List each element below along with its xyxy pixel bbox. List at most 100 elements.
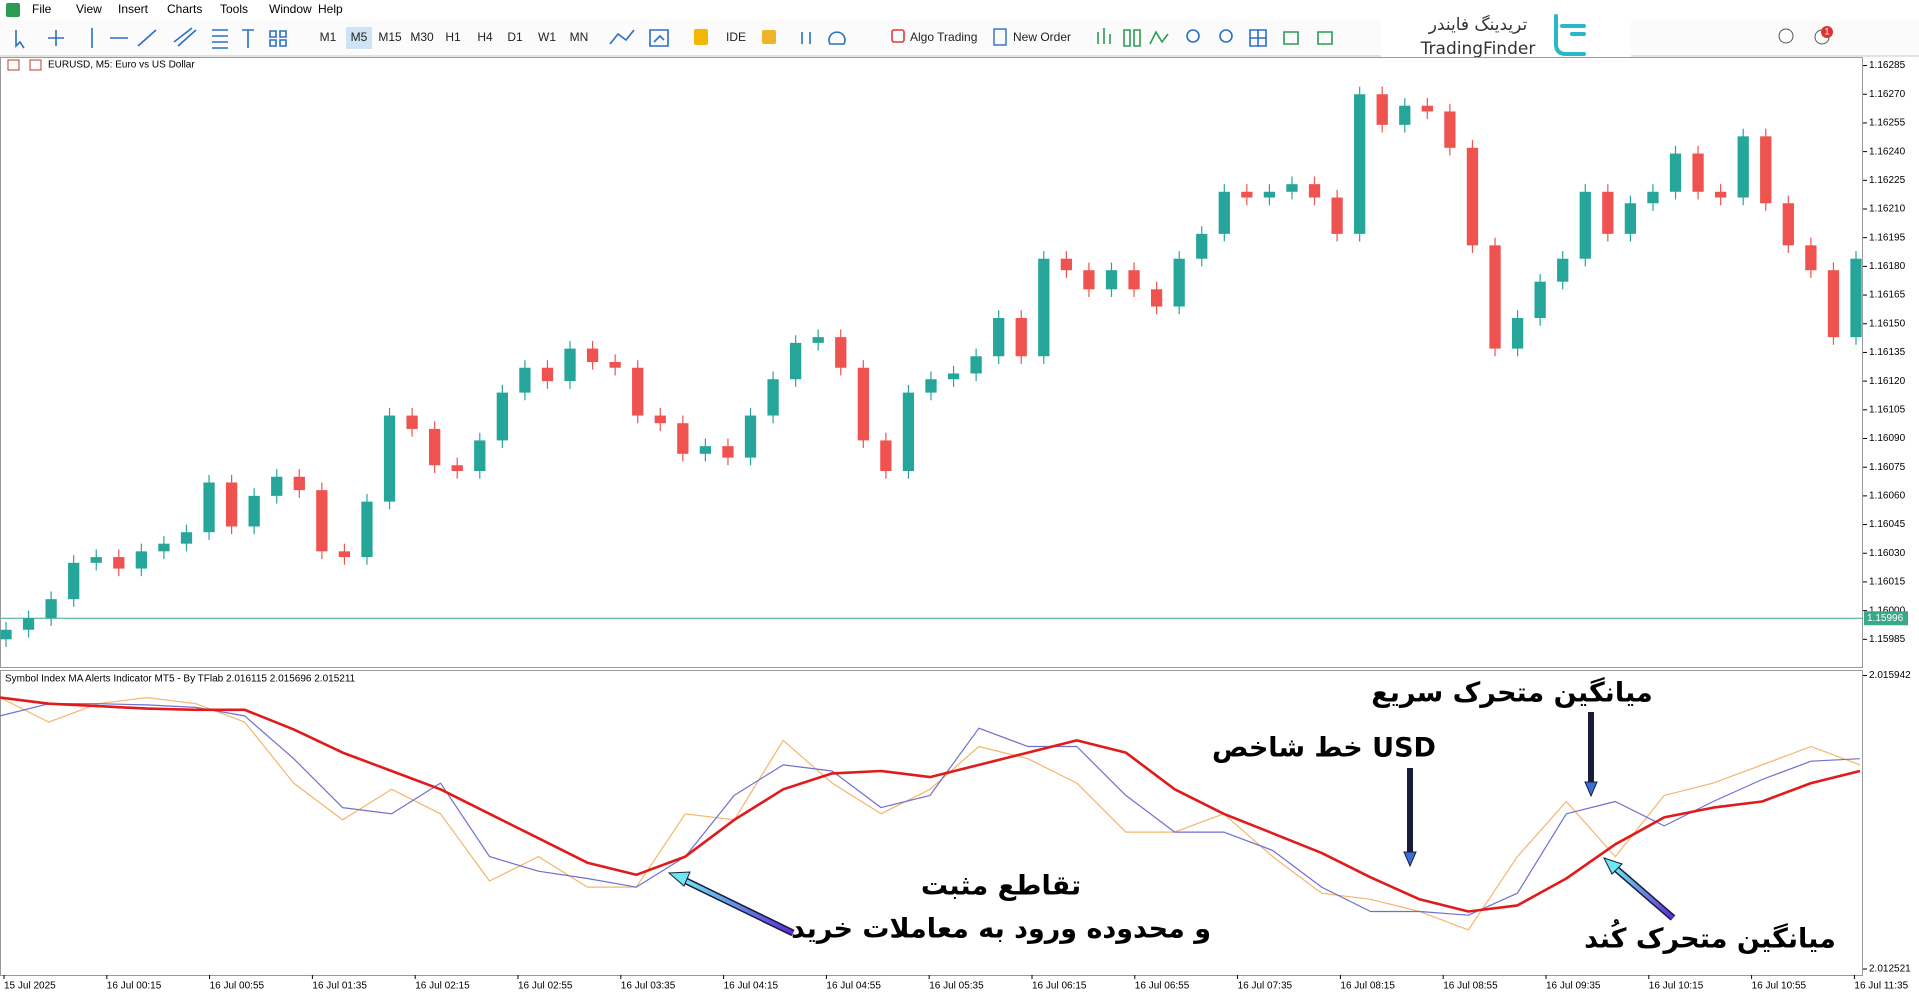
y-tick-label: 1.16165 xyxy=(1869,290,1906,301)
algo-icon[interactable] xyxy=(891,29,905,43)
candle-body xyxy=(248,495,260,527)
candle-body xyxy=(1421,105,1433,112)
x-tick-label: 16 Jul 04:15 xyxy=(724,981,779,992)
shapes-icon[interactable] xyxy=(269,30,287,47)
channel-icon[interactable] xyxy=(173,27,197,47)
timeframe-button[interactable]: W1 xyxy=(538,30,556,44)
shift-icon[interactable] xyxy=(1317,31,1333,45)
candle-body xyxy=(271,476,283,496)
candle-body xyxy=(1669,153,1682,192)
timeframe-button[interactable]: H4 xyxy=(477,30,493,44)
candle-body xyxy=(1308,184,1321,198)
fibo-icon[interactable] xyxy=(212,29,228,49)
indicator-line xyxy=(0,703,1861,916)
crosshair-icon[interactable] xyxy=(48,30,64,46)
ide-button[interactable]: IDE xyxy=(726,30,746,44)
candle-body xyxy=(925,379,937,393)
menu-item[interactable]: Tools xyxy=(220,2,248,16)
candle-body xyxy=(1218,191,1230,234)
cloud-icon[interactable] xyxy=(828,31,846,45)
y-tick-label: 1.16285 xyxy=(1869,60,1906,71)
template-icon[interactable] xyxy=(649,29,669,47)
menu-item[interactable]: Window xyxy=(269,2,312,16)
timeframe-button[interactable]: M5 xyxy=(351,30,368,44)
text-icon[interactable] xyxy=(242,29,254,48)
candle-body xyxy=(699,446,712,454)
annotation: میانگین متحرک کُند xyxy=(1584,919,1836,955)
symbol-icon-2 xyxy=(29,59,42,71)
line-icon[interactable] xyxy=(1149,30,1169,45)
menu-item[interactable]: Help xyxy=(318,2,343,16)
cross-arrow-head xyxy=(667,871,691,887)
candle-body xyxy=(880,440,892,472)
cursor-icon[interactable] xyxy=(15,30,25,49)
menu-item[interactable]: Insert xyxy=(118,2,149,16)
candle-icon[interactable] xyxy=(1123,29,1141,47)
candle-body xyxy=(1760,136,1772,204)
zoom-in-icon[interactable] xyxy=(1186,29,1200,43)
cross-arrow xyxy=(683,878,794,935)
menu-item[interactable]: File xyxy=(32,2,52,16)
candle-body xyxy=(1737,136,1749,198)
candle-body xyxy=(1579,191,1591,259)
menu-item[interactable]: Charts xyxy=(167,2,202,16)
candle-body xyxy=(541,367,554,382)
timeframe-button[interactable]: M15 xyxy=(378,30,402,44)
zoom-out-icon[interactable] xyxy=(1219,29,1233,43)
candle-body xyxy=(767,379,779,416)
candle-body xyxy=(158,543,170,552)
x-tick-label: 16 Jul 08:15 xyxy=(1340,981,1395,992)
candle-body xyxy=(135,551,148,569)
x-tick-label: 16 Jul 07:35 xyxy=(1238,981,1293,992)
indicator-panel xyxy=(0,670,1863,976)
candle-body xyxy=(744,415,757,458)
candle-body xyxy=(722,446,734,458)
annotation: میانگین متحرک سریع xyxy=(1371,677,1652,709)
candle-body xyxy=(1489,245,1501,349)
chart-bars-icon[interactable] xyxy=(1097,28,1111,44)
y-tick-label: 1.16135 xyxy=(1869,347,1906,358)
menu-item[interactable]: View xyxy=(76,2,102,16)
x-tick-label: 16 Jul 03:35 xyxy=(621,981,676,992)
y-tick-label: 1.16210 xyxy=(1869,204,1906,215)
timeframe-button[interactable]: D1 xyxy=(507,30,523,44)
candle-body xyxy=(496,392,508,441)
candle-body xyxy=(1602,191,1614,234)
y-tick-label: 2.012521 xyxy=(1869,964,1911,975)
candle-body xyxy=(947,373,960,380)
indicator-icon[interactable] xyxy=(609,29,635,45)
candle-body xyxy=(902,392,915,472)
trendline-icon[interactable] xyxy=(137,29,157,47)
lock-icon[interactable] xyxy=(762,30,776,44)
candle-body xyxy=(1060,258,1073,271)
y-tick-label: 1.16120 xyxy=(1869,376,1906,387)
algo-trading-button[interactable]: Algo Trading xyxy=(910,30,977,44)
candle-body xyxy=(586,348,599,362)
x-tick-label: 16 Jul 00:55 xyxy=(210,981,265,992)
y-tick-label: 1.16105 xyxy=(1869,404,1906,415)
timeframe-button[interactable]: MN xyxy=(570,30,589,44)
y-tick-label: 1.16180 xyxy=(1869,261,1906,272)
y-tick-label: 1.16195 xyxy=(1869,232,1906,243)
x-tick-label: 16 Jul 09:35 xyxy=(1546,981,1601,992)
y-tick-label: 2.015942 xyxy=(1869,670,1911,681)
fast-arrow-head xyxy=(1584,781,1598,798)
search-icon[interactable] xyxy=(1778,28,1794,44)
candle-body xyxy=(1038,258,1050,357)
candle-body xyxy=(90,557,102,563)
timeframe-button[interactable]: M1 xyxy=(320,30,337,44)
candle-body xyxy=(632,367,644,416)
candle-body xyxy=(293,476,305,491)
order-icon[interactable] xyxy=(993,28,1007,46)
scroll-icon[interactable] xyxy=(1283,31,1299,45)
market-icon[interactable] xyxy=(801,32,811,44)
dollar-icon[interactable] xyxy=(694,29,708,45)
y-tick-label: 1.16045 xyxy=(1869,519,1906,530)
new-order-button[interactable]: New Order xyxy=(1013,30,1071,44)
current-price-box xyxy=(1864,611,1908,626)
candle-body xyxy=(835,337,847,368)
grid-icon[interactable] xyxy=(1249,29,1267,47)
timeframe-button[interactable]: H1 xyxy=(445,30,461,44)
timeframe-button[interactable]: M30 xyxy=(410,30,434,44)
